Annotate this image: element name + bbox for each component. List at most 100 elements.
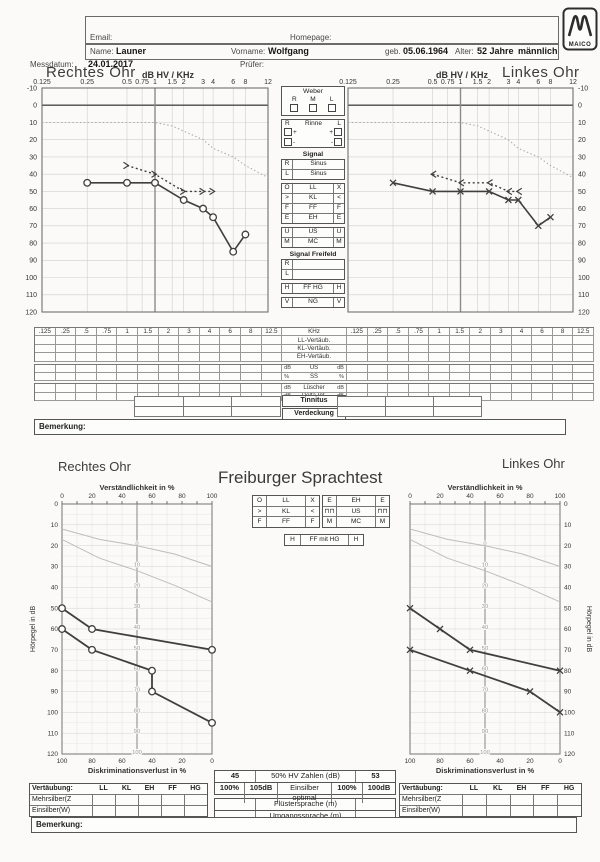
svg-text:20: 20: [134, 583, 140, 589]
freq-data-cell: [388, 384, 409, 393]
hg-row-symbol: H: [348, 535, 363, 545]
svg-text:12: 12: [264, 79, 272, 86]
svg-text:60: 60: [466, 758, 474, 765]
svg-text:20: 20: [178, 758, 186, 765]
freifeld-row: R: [282, 260, 344, 269]
freq-data-cell: [96, 392, 118, 402]
hffhg-box-left: H: [333, 284, 344, 293]
freifeld-value: [293, 270, 344, 279]
svg-text:100: 100: [207, 493, 218, 500]
vertaeubung-cell: [92, 806, 115, 816]
svg-text:80: 80: [578, 241, 586, 248]
svg-text:110: 110: [26, 292, 37, 299]
freq-data-cell: [429, 344, 450, 354]
svg-text:0: 0: [33, 103, 37, 110]
freq-data-cell: [408, 336, 430, 345]
extra-cell: [434, 407, 482, 417]
speech-test-title: Freiburger Sprachtest: [218, 468, 383, 487]
symbol-right-ear: >: [282, 194, 293, 203]
svg-text:40: 40: [482, 625, 488, 631]
svg-text:90: 90: [51, 689, 59, 696]
vertaeubung-cell: [509, 806, 534, 816]
svg-text:8: 8: [243, 79, 247, 86]
freq-data-cell: [429, 364, 450, 373]
bemerkung-label-bottom: Bemerkung:: [36, 820, 83, 829]
vertaeubung-cell: [485, 795, 510, 805]
freq-data-cell: [158, 336, 180, 345]
svg-text:0: 0: [408, 493, 412, 500]
svg-text:50: 50: [51, 605, 59, 612]
freq-data-cell: [573, 392, 595, 402]
symbol-left-ear: E: [333, 214, 344, 223]
fluester-right-cell: [215, 799, 255, 810]
freq-data-cell: [55, 384, 77, 393]
vertaeubung-row-label: Mehrsilber(Z: [32, 796, 72, 803]
freq-data-cell: [346, 336, 368, 345]
svg-text:Diskriminationsverlust in %: Diskriminationsverlust in %: [436, 766, 535, 775]
freq-header-cell: 2: [158, 328, 180, 337]
freq-data-cell: [532, 336, 553, 345]
svg-text:110: 110: [48, 730, 59, 737]
svg-text:60: 60: [482, 667, 488, 673]
speech-symbol-label: LL: [266, 496, 306, 506]
svg-text:2: 2: [487, 79, 491, 86]
vertaeubung-row: Einsilber(W): [30, 805, 207, 816]
freq-center-text: SS: [310, 373, 319, 380]
freq-data-cell: [179, 364, 200, 373]
vertaeubung-col-label: KL: [493, 785, 503, 792]
svg-text:20: 20: [482, 583, 488, 589]
freq-data-cell: [137, 344, 159, 354]
freq-data-cell: [552, 384, 574, 393]
weber-option-letter: L: [329, 96, 334, 103]
freq-data-cell: [179, 353, 200, 362]
hffhg-box-right: H: [282, 284, 293, 293]
svg-text:100: 100: [480, 750, 490, 756]
freq-header-cell: 6: [532, 328, 553, 337]
rinne-row: + +: [282, 127, 344, 137]
svg-text:100: 100: [555, 493, 566, 500]
symbol-left-ear: M: [333, 238, 344, 247]
freq-header-cell: 1: [429, 328, 450, 337]
svg-text:70: 70: [29, 223, 37, 230]
freq-data-cell: [55, 392, 77, 402]
vorname-value: Wolfgang: [268, 46, 309, 56]
svg-text:50: 50: [29, 189, 37, 196]
freq-data-cell: [96, 384, 118, 393]
svg-text:40: 40: [118, 493, 126, 500]
vertaeubung-cell: [462, 806, 486, 816]
freq-data-cell: [199, 384, 221, 393]
svg-text:60: 60: [578, 206, 586, 213]
freq-data-cell: [573, 384, 595, 393]
freq-data-cell: [137, 336, 159, 345]
freq-data-cell: [35, 336, 56, 345]
freq-data-cell: [511, 344, 533, 354]
rinne-checkbox: [334, 128, 342, 136]
svg-text:0: 0: [558, 758, 562, 765]
svg-text:0: 0: [135, 542, 138, 548]
rinne-header: R Rinne L: [282, 120, 344, 127]
weber-checkbox: [290, 104, 299, 112]
freq-data-cell: [137, 372, 159, 382]
svg-text:60: 60: [118, 758, 126, 765]
extra-cells-left: [134, 396, 281, 417]
vertaeubung-cell: [161, 795, 184, 805]
freq-unit-right: dB: [337, 385, 344, 392]
freq-data-cell: [429, 384, 450, 393]
freq-center-text: US: [309, 365, 319, 372]
vertaeubung-col-label: EH: [516, 785, 527, 792]
pruefer-label: Prüfer:: [240, 60, 265, 69]
speech-symbol-right: ⊓⊓: [324, 507, 335, 515]
speech-symbol-left: F: [310, 518, 315, 525]
vertaeubung-cell: [557, 795, 581, 805]
freq-data-cell: [35, 392, 56, 402]
svg-text:0: 0: [54, 501, 58, 508]
freq-data-cell: [552, 344, 574, 354]
freq-data-cell: [261, 353, 283, 362]
freq-data-cell: [261, 344, 283, 354]
speech-left-ear-title: Linkes Ohr: [502, 456, 565, 471]
freq-unit-right: %: [338, 373, 344, 380]
rinne-option-left: +: [284, 128, 297, 136]
signal-row: R Sinus: [282, 160, 344, 169]
svg-text:100: 100: [564, 710, 575, 717]
